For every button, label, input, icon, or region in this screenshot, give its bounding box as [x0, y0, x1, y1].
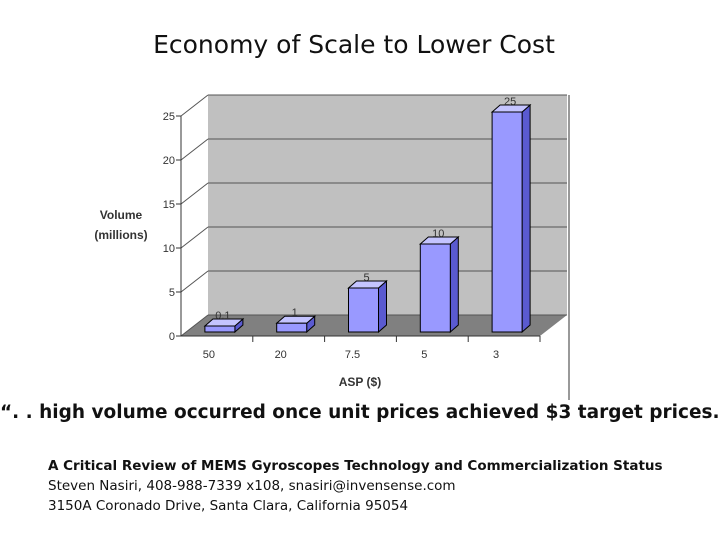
chart-back-wall: [208, 95, 567, 315]
x-tick-label: 3: [493, 349, 499, 361]
data-label: 1: [292, 307, 298, 319]
bar-side: [449, 235, 459, 334]
data-label: 25: [504, 96, 516, 108]
data-labels: 0.1 1 5 10 25: [215, 96, 516, 322]
y-axis-label-line1: Volume: [100, 208, 143, 222]
bar-50: [203, 317, 245, 334]
x-axis-label: ASP ($): [339, 375, 381, 389]
y-tick-label: 0: [169, 331, 175, 343]
x-tick-labels: 50 20 7.5 5 3: [203, 336, 541, 361]
citation-address: 3150A Coronado Drive, Santa Clara, Calif…: [48, 498, 409, 514]
bar-5: [418, 235, 460, 334]
bar-series: [203, 103, 532, 334]
bar-3: [490, 103, 532, 334]
bar-front: [204, 325, 236, 333]
y-axis-label-line2: (millions): [94, 228, 147, 242]
bar-front: [348, 287, 379, 333]
bar-front: [491, 111, 523, 333]
y-tick-label: 20: [163, 155, 175, 167]
gridline-diagonal: [180, 138, 209, 161]
x-tick-label: 5: [421, 349, 427, 361]
y-tick-label: 10: [163, 243, 175, 255]
bar-side: [378, 279, 387, 334]
y-tick-labels: 0 5 10 15 20 25: [163, 111, 175, 343]
x-tick-label: 50: [203, 349, 215, 361]
data-label: 0.1: [215, 310, 230, 322]
y-tick-label: 5: [169, 287, 175, 299]
citation-block: A Critical Review of MEMS Gyroscopes Tec…: [48, 456, 663, 516]
y-tick-label: 25: [163, 111, 175, 123]
x-tick-label: 20: [275, 349, 287, 361]
citation-title: A Critical Review of MEMS Gyroscopes Tec…: [48, 458, 663, 474]
quote-text: “. . high volume occurred once unit pric…: [0, 402, 720, 423]
x-tick-label: 7.5: [345, 349, 360, 361]
bar-7.5: [347, 279, 388, 334]
gridline-diagonal: [180, 314, 209, 337]
data-label: 5: [363, 272, 369, 284]
gridline-diagonal: [180, 270, 209, 293]
gridline-diagonal: [180, 226, 209, 249]
bar-side: [521, 103, 531, 334]
y-tick-label: 15: [163, 199, 175, 211]
gridline-diagonal: [180, 182, 209, 205]
bar-20: [275, 315, 317, 334]
slide-title: Economy of Scale to Lower Cost: [153, 30, 555, 59]
data-label: 10: [432, 228, 444, 240]
bar-front: [276, 322, 308, 333]
gridline-diagonal: [180, 94, 209, 117]
bar-front: [419, 243, 451, 333]
citation-contact: Steven Nasiri, 408-988-7339 x108, snasir…: [48, 478, 456, 494]
